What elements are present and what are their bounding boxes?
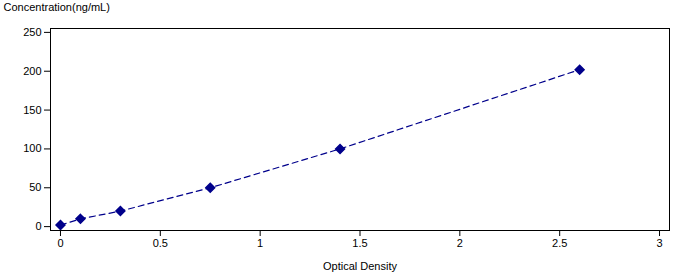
svg-text:Optical Density: Optical Density [323, 260, 397, 272]
svg-text:50: 50 [29, 181, 41, 193]
svg-text:100: 100 [23, 142, 41, 154]
svg-text:0: 0 [57, 237, 63, 249]
svg-text:250: 250 [23, 26, 41, 38]
svg-text:0: 0 [35, 220, 41, 232]
svg-text:0.5: 0.5 [153, 237, 168, 249]
svg-text:2: 2 [457, 237, 463, 249]
svg-text:2.5: 2.5 [552, 237, 567, 249]
svg-text:3: 3 [656, 237, 662, 249]
svg-text:1.5: 1.5 [352, 237, 367, 249]
svg-text:Concentration(ng/mL): Concentration(ng/mL) [4, 1, 110, 13]
svg-text:1: 1 [257, 237, 263, 249]
svg-text:200: 200 [23, 65, 41, 77]
svg-text:150: 150 [23, 104, 41, 116]
